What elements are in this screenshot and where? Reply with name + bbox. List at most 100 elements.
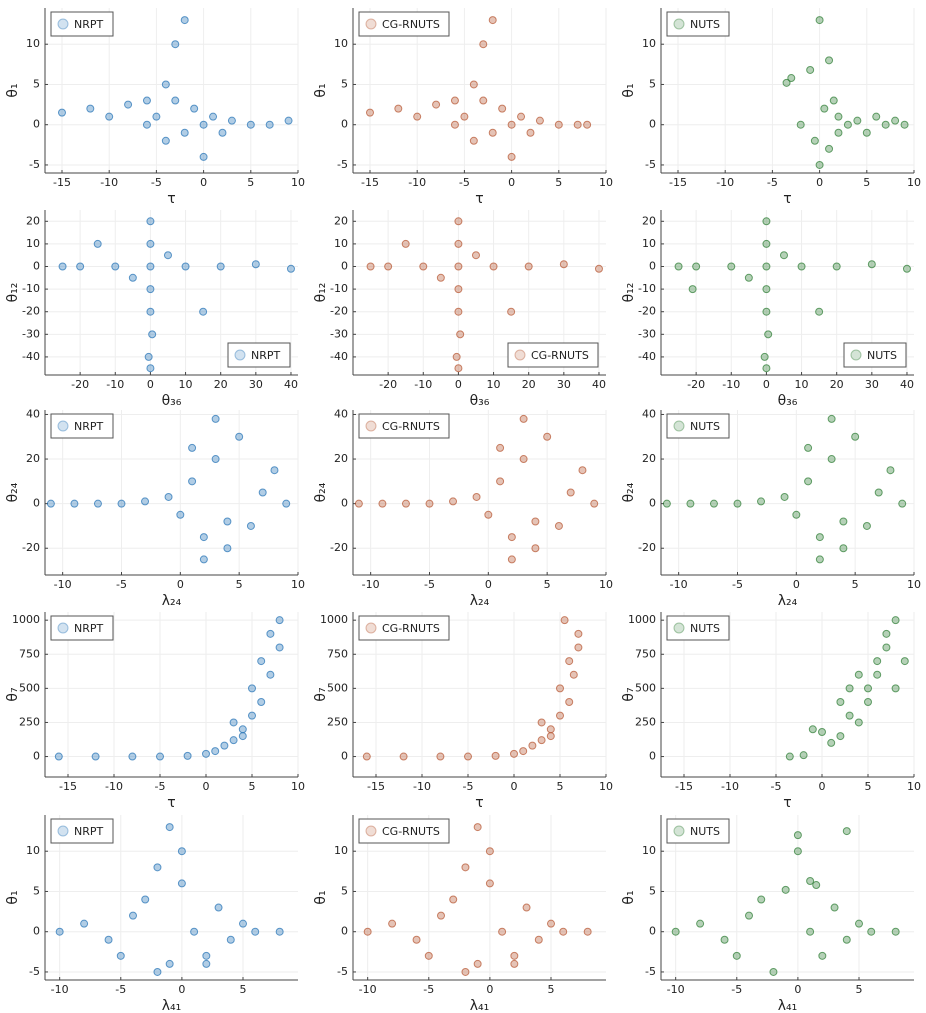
point xyxy=(238,732,247,741)
y-tick-label: 20 xyxy=(642,214,656,227)
point xyxy=(246,120,255,129)
point xyxy=(886,466,895,475)
point xyxy=(732,951,741,960)
y-tick-label: 750 xyxy=(327,647,348,660)
y-tick-label: 0 xyxy=(341,260,348,273)
point xyxy=(496,477,505,486)
y-tick-label: 500 xyxy=(19,681,40,694)
point xyxy=(574,643,583,652)
point xyxy=(153,967,162,976)
x-tick-label: -20 xyxy=(71,378,89,391)
point xyxy=(834,112,843,121)
y-tick-label: 5 xyxy=(649,884,656,897)
x-tick-label: 0 xyxy=(819,780,826,793)
legend-marker xyxy=(57,825,69,837)
x-tick-label: 10 xyxy=(907,176,921,189)
point xyxy=(141,895,150,904)
point xyxy=(762,217,771,226)
legend-label: CG-RNUTS xyxy=(382,825,440,838)
legend-box xyxy=(358,11,450,37)
legend-marker xyxy=(57,18,69,30)
point xyxy=(839,517,848,526)
x-tick-label: -5 xyxy=(463,780,474,793)
x-tick-label: 0 xyxy=(816,176,823,189)
point xyxy=(862,521,871,530)
point xyxy=(142,120,151,129)
y-tick-label: 0 xyxy=(341,925,348,938)
point xyxy=(808,725,817,734)
point xyxy=(764,330,773,339)
y-axis-label: θ₁ xyxy=(621,83,637,97)
point xyxy=(891,116,900,125)
x-tick-label: 0 xyxy=(178,983,185,996)
point xyxy=(900,657,909,666)
point xyxy=(419,262,428,271)
x-tick-label: -10 xyxy=(100,176,118,189)
x-tick-label: -10 xyxy=(667,983,685,996)
y-tick-label: 750 xyxy=(19,647,40,660)
point xyxy=(488,16,497,25)
y-tick-label: -10 xyxy=(330,282,348,295)
y-tick-label: -40 xyxy=(638,350,656,363)
point xyxy=(472,492,481,501)
y-tick-label: -30 xyxy=(638,327,656,340)
x-axis-label: τ xyxy=(783,191,791,207)
point xyxy=(188,443,197,452)
legend-marker xyxy=(673,825,685,837)
y-tick-label: 5 xyxy=(33,884,40,897)
point xyxy=(54,752,63,761)
panel: -10 -5 0 5 10 -20 0 20 40 λ₂₄ θ₂₄ NRPT xyxy=(5,407,305,609)
point xyxy=(815,533,824,542)
x-tick-label: 0 xyxy=(485,578,492,591)
legend-label: NUTS xyxy=(690,18,720,31)
point xyxy=(146,262,155,271)
point xyxy=(881,120,890,129)
point xyxy=(180,16,189,25)
y-tick-label: 0 xyxy=(649,260,656,273)
point xyxy=(560,616,569,625)
point xyxy=(211,414,220,423)
y-tick-label: 250 xyxy=(19,715,40,728)
point xyxy=(526,128,535,137)
point xyxy=(793,847,802,856)
panel: -10 -5 0 5 -5 0 5 10 λ₄₁ θ₁ NRPT xyxy=(5,815,298,1013)
x-tick-label: -5 xyxy=(116,578,127,591)
x-tick-label: -5 xyxy=(767,176,778,189)
point xyxy=(578,466,587,475)
y-tick-label: 750 xyxy=(635,647,656,660)
x-axis-label: τ xyxy=(167,795,175,811)
x-tick-label: -5 xyxy=(115,983,126,996)
y-tick-label: -20 xyxy=(330,541,348,554)
point xyxy=(450,96,459,105)
panel: -10 -5 0 5 -5 0 5 10 λ₄₁ θ₁ CG-RNUTS xyxy=(313,815,606,1013)
legend-label: NRPT xyxy=(74,622,104,635)
point xyxy=(473,959,482,968)
point xyxy=(839,544,848,553)
point xyxy=(153,863,162,872)
point xyxy=(744,273,753,282)
point xyxy=(286,264,295,273)
point xyxy=(479,96,488,105)
point xyxy=(891,927,900,936)
legend-label: NRPT xyxy=(74,420,104,433)
x-tick-label: 40 xyxy=(900,378,914,391)
x-tick-label: 5 xyxy=(555,176,562,189)
point xyxy=(815,555,824,564)
x-axis-label: τ xyxy=(475,795,483,811)
point xyxy=(757,895,766,904)
y-tick-label: 0 xyxy=(649,750,656,763)
point xyxy=(76,262,85,271)
point xyxy=(671,927,680,936)
y-tick-label: -5 xyxy=(645,158,656,171)
y-tick-label: 10 xyxy=(642,37,656,50)
x-tick-label: 0 xyxy=(203,780,210,793)
legend-box xyxy=(358,818,450,844)
point xyxy=(456,330,465,339)
point xyxy=(762,364,771,373)
point xyxy=(757,497,766,506)
x-tick-label: -10 xyxy=(408,176,426,189)
point xyxy=(674,262,683,271)
y-axis-label: θ₁ xyxy=(5,83,21,97)
y-tick-label: 0 xyxy=(33,118,40,131)
